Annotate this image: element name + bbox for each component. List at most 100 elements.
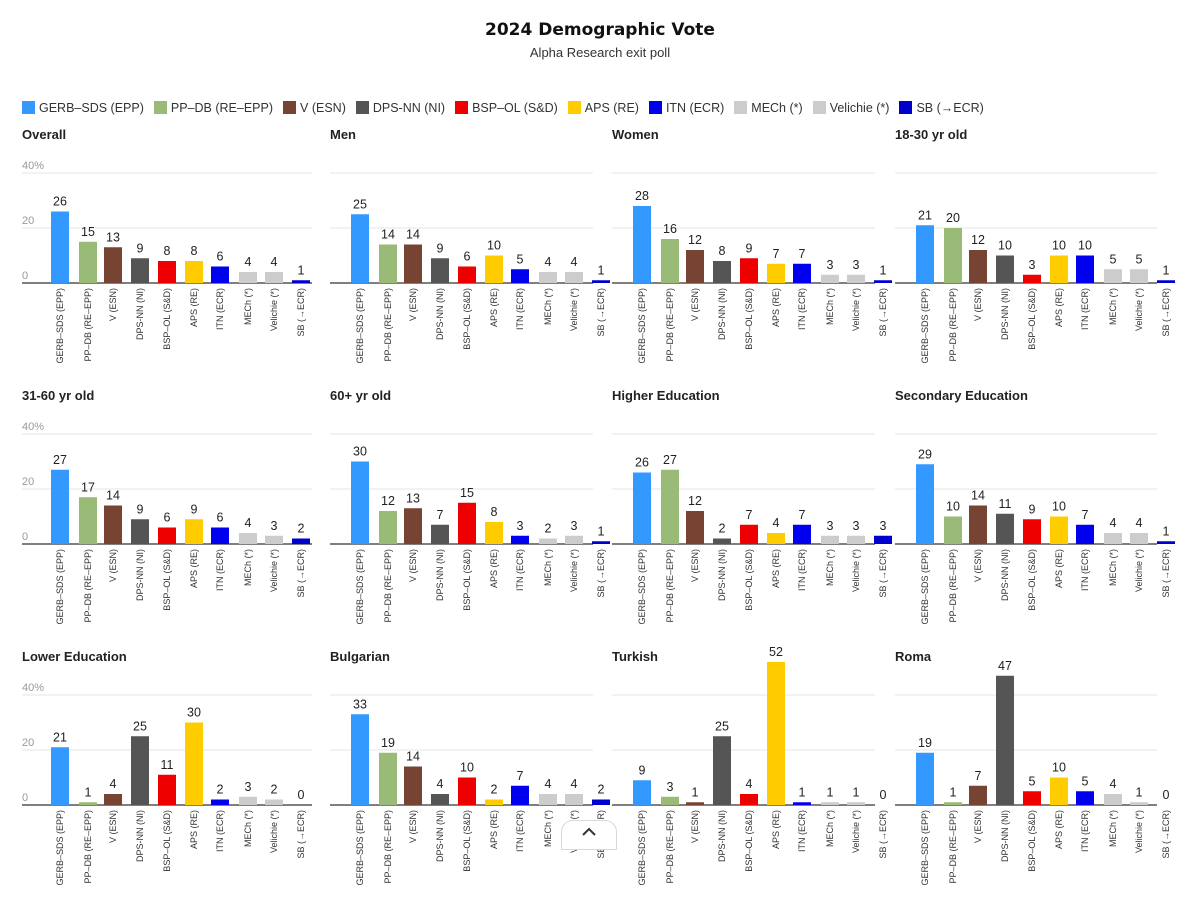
scroll-up-button[interactable] bbox=[561, 820, 617, 850]
chart-panel: Bulgarian 33 GERB–SDS (EPP) 19 PP–DB (RE–EPP… bbox=[330, 649, 610, 904]
x-tick-label: Velichie (*) bbox=[269, 288, 279, 331]
bar-value-label: 3 bbox=[853, 258, 860, 272]
x-tick-label: PP–DB (RE–EPP) bbox=[948, 288, 958, 362]
bar bbox=[592, 541, 610, 544]
bar bbox=[565, 535, 583, 544]
bar-value-label: 11 bbox=[999, 497, 1012, 511]
bar-value-label: 25 bbox=[715, 719, 729, 733]
bar-value-label: 10 bbox=[1052, 500, 1066, 514]
x-tick-label: V (ESN) bbox=[108, 288, 118, 321]
bar bbox=[847, 802, 865, 805]
bar bbox=[158, 774, 176, 805]
x-tick-label: BSP–OL (S&D) bbox=[162, 288, 172, 350]
x-tick-label: V (ESN) bbox=[408, 810, 418, 843]
bar-value-label: 29 bbox=[918, 447, 932, 461]
bar-value-label: 9 bbox=[137, 241, 144, 255]
bar-value-label: 0 bbox=[880, 788, 887, 802]
x-tick-label: GERB–SDS (EPP) bbox=[355, 288, 365, 364]
bar bbox=[351, 714, 369, 805]
bar-value-label: 1 bbox=[880, 263, 887, 277]
panel-title: Men bbox=[330, 127, 356, 142]
x-tick-label: GERB–SDS (EPP) bbox=[637, 288, 647, 364]
legend-item: PP–DB (RE–EPP) bbox=[153, 100, 273, 115]
bar bbox=[485, 799, 503, 805]
bar-value-label: 6 bbox=[164, 511, 171, 525]
bar-value-label: 12 bbox=[971, 233, 985, 247]
bar bbox=[292, 538, 310, 544]
bar bbox=[996, 255, 1014, 283]
bar bbox=[944, 228, 962, 283]
x-tick-label: Velichie (*) bbox=[851, 549, 861, 592]
bar-value-label: 21 bbox=[918, 208, 932, 222]
bar bbox=[874, 280, 892, 283]
bar-value-label: 6 bbox=[217, 511, 224, 525]
x-tick-label: BSP–OL (S&D) bbox=[462, 549, 472, 611]
y-tick-label: 0 bbox=[22, 270, 28, 282]
bar-value-label: 7 bbox=[746, 508, 753, 522]
bar bbox=[793, 802, 811, 805]
x-tick-label: BSP–OL (S&D) bbox=[462, 288, 472, 350]
bar-value-label: 11 bbox=[161, 758, 174, 772]
x-tick-label: MECh (*) bbox=[1108, 288, 1118, 325]
legend-label: APS (RE) bbox=[584, 100, 639, 115]
panel-title: Women bbox=[612, 127, 659, 142]
y-tick-label: 40% bbox=[22, 682, 44, 694]
x-tick-label: MECh (*) bbox=[825, 549, 835, 586]
bar bbox=[1104, 269, 1122, 283]
x-tick-label: DPS-NN (NI) bbox=[135, 549, 145, 601]
legend-item: BSP–OL (S&D) bbox=[455, 100, 558, 115]
x-tick-label: DPS-NN (NI) bbox=[435, 810, 445, 862]
bar-value-label: 25 bbox=[353, 197, 367, 211]
bar-value-label: 7 bbox=[773, 247, 780, 261]
bar bbox=[1104, 533, 1122, 544]
x-tick-label: ITN (ECR) bbox=[215, 549, 225, 591]
bar bbox=[793, 263, 811, 283]
bar bbox=[292, 280, 310, 283]
bar-value-label: 14 bbox=[406, 228, 420, 242]
chart-panel: 18-30 yr old 21 GERB–SDS (EPP) 20 PP–DB (RE–… bbox=[895, 127, 1175, 382]
bar bbox=[1157, 280, 1175, 283]
bar-chart: 0 20 40% 27 GERB–SDS (EPP) 17 PP–DB (RE–EPP) 14… bbox=[22, 421, 312, 625]
legend-item: GERB–SDS (EPP) bbox=[22, 100, 144, 115]
bar bbox=[969, 785, 987, 805]
bar-value-label: 4 bbox=[1110, 516, 1117, 530]
bar-value-label: 9 bbox=[746, 241, 753, 255]
bar bbox=[404, 766, 422, 805]
x-tick-label: APS (RE) bbox=[771, 810, 781, 849]
x-tick-label: SB (→ECR) bbox=[878, 810, 888, 859]
bar-value-label: 47 bbox=[998, 659, 1012, 673]
bar bbox=[740, 524, 758, 544]
x-tick-label: DPS-NN (NI) bbox=[1000, 288, 1010, 340]
bar bbox=[185, 722, 203, 805]
bar bbox=[431, 794, 449, 805]
x-tick-label: BSP–OL (S&D) bbox=[462, 810, 472, 872]
bar bbox=[1023, 791, 1041, 805]
bar-value-label: 6 bbox=[217, 250, 224, 264]
legend-swatch bbox=[567, 100, 581, 114]
bar-value-label: 21 bbox=[53, 730, 67, 744]
bar-value-label: 10 bbox=[946, 500, 960, 514]
legend-swatch bbox=[812, 100, 826, 114]
bar-value-label: 9 bbox=[1029, 502, 1036, 516]
bar-value-label: 5 bbox=[1110, 252, 1117, 266]
bar bbox=[539, 794, 557, 805]
bar bbox=[239, 272, 257, 283]
bar-value-label: 3 bbox=[827, 519, 834, 533]
x-tick-label: ITN (ECR) bbox=[515, 549, 525, 591]
x-tick-label: DPS-NN (NI) bbox=[135, 810, 145, 862]
bar-value-label: 1 bbox=[827, 785, 834, 799]
bar bbox=[793, 524, 811, 544]
bar-value-label: 1 bbox=[1163, 524, 1170, 538]
bar-value-label: 5 bbox=[1029, 774, 1036, 788]
bar-value-label: 2 bbox=[491, 783, 498, 797]
bar bbox=[131, 736, 149, 805]
x-tick-label: MECh (*) bbox=[543, 810, 553, 847]
x-tick-label: ITN (ECR) bbox=[215, 288, 225, 330]
x-tick-label: GERB–SDS (EPP) bbox=[637, 549, 647, 625]
bar-value-label: 4 bbox=[545, 255, 552, 269]
bar bbox=[713, 538, 731, 544]
bar-value-label: 27 bbox=[663, 453, 677, 467]
chevron-up-icon bbox=[582, 827, 596, 836]
bar-value-label: 19 bbox=[918, 736, 932, 750]
